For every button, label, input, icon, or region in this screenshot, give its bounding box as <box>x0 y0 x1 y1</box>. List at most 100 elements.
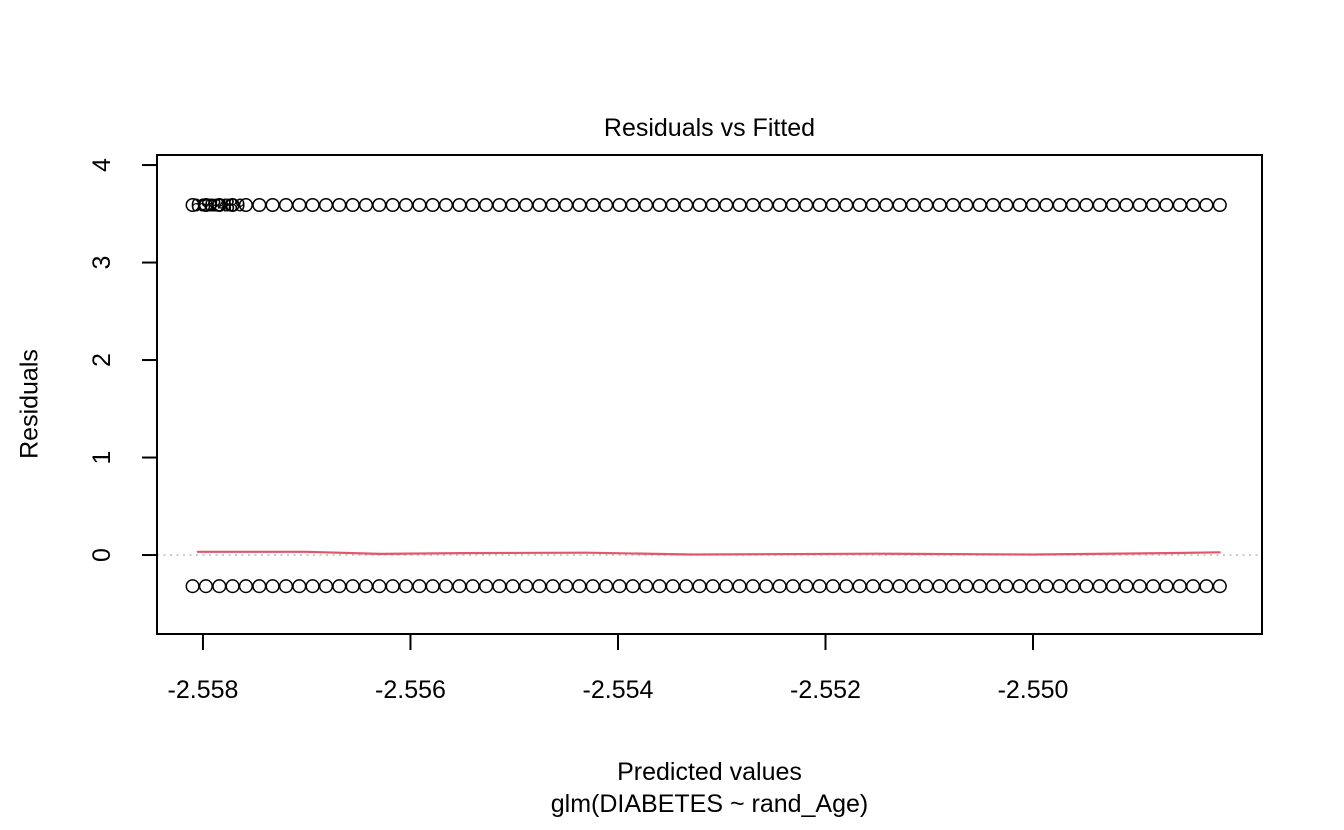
data-point <box>719 579 734 594</box>
data-point <box>1106 197 1121 213</box>
data-point <box>1186 579 1201 594</box>
data-point <box>719 197 734 213</box>
data-point <box>1092 197 1107 213</box>
data-point <box>438 579 454 594</box>
data-point <box>1212 197 1227 213</box>
data-point <box>1199 579 1214 594</box>
data-point <box>799 197 814 213</box>
data-point <box>1052 579 1067 594</box>
data-point <box>572 579 587 594</box>
data-point <box>625 197 640 213</box>
data-point <box>1146 579 1161 594</box>
data-point <box>905 197 921 213</box>
data-point <box>465 579 480 594</box>
model-formula-caption: glm(DIABETES ~ rand_Age) <box>550 790 869 818</box>
data-point <box>732 197 747 213</box>
data-point <box>278 579 294 594</box>
data-point <box>545 197 560 213</box>
data-point <box>985 579 1001 594</box>
data-point <box>692 579 707 594</box>
data-point <box>545 579 560 594</box>
data-point <box>772 579 787 594</box>
data-point <box>425 579 440 594</box>
data-point <box>665 579 680 594</box>
data-point <box>585 579 600 594</box>
data-point <box>265 579 280 594</box>
data-point <box>1012 197 1027 213</box>
data-point <box>372 197 387 213</box>
data-point <box>879 197 894 213</box>
data-point <box>785 197 800 213</box>
data-point <box>318 197 334 213</box>
data-point <box>345 197 360 213</box>
data-point <box>785 579 800 594</box>
data-point <box>1212 579 1227 594</box>
data-point <box>305 579 320 594</box>
data-point <box>1159 579 1174 594</box>
data-point <box>1172 197 1187 213</box>
data-point <box>452 197 467 213</box>
data-point <box>1039 197 1054 213</box>
data-point <box>1079 579 1094 594</box>
data-point <box>1092 579 1107 594</box>
data-point <box>625 579 640 594</box>
data-point <box>972 579 987 594</box>
data-point <box>1119 579 1134 594</box>
y-axis-tick-label: 2 <box>88 353 116 367</box>
data-point <box>292 579 307 594</box>
data-point <box>705 579 720 594</box>
data-point <box>759 197 774 213</box>
data-point <box>1159 197 1174 213</box>
data-point <box>692 197 707 213</box>
data-point <box>278 197 294 213</box>
data-point <box>879 579 894 594</box>
point-id-label: 6989 <box>204 195 245 216</box>
data-point <box>452 579 467 594</box>
data-point <box>865 579 880 594</box>
data-point <box>1199 197 1214 213</box>
data-point <box>1132 579 1147 594</box>
data-point <box>679 579 694 594</box>
data-point <box>825 197 840 213</box>
data-point <box>892 579 907 594</box>
data-point <box>812 197 827 213</box>
data-point <box>1146 197 1161 213</box>
data-point <box>479 579 494 594</box>
data-point <box>932 197 947 213</box>
plot-title: Residuals vs Fitted <box>603 114 816 142</box>
data-point <box>332 579 347 594</box>
x-axis-tick-label: -2.558 <box>168 676 239 704</box>
data-point <box>919 197 934 213</box>
data-point <box>292 197 307 213</box>
data-point <box>745 579 760 594</box>
data-point <box>332 197 347 213</box>
data-point <box>492 579 507 594</box>
y-axis-tick-label: 4 <box>88 158 116 172</box>
data-point <box>799 579 814 594</box>
x-axis-title: Predicted values <box>617 758 802 786</box>
data-point <box>639 197 654 213</box>
data-point <box>1039 579 1054 594</box>
y-axis-tick-label: 1 <box>88 451 116 465</box>
data-point <box>1119 197 1134 213</box>
data-point <box>772 197 787 213</box>
data-point <box>252 197 267 213</box>
data-point <box>839 197 854 213</box>
data-point <box>665 197 680 213</box>
lowess-smoother-line <box>196 550 1221 556</box>
data-point <box>945 579 961 594</box>
data-point <box>398 197 414 213</box>
data-point <box>572 197 587 213</box>
data-point <box>919 579 934 594</box>
data-point <box>705 197 720 213</box>
data-point <box>305 197 320 213</box>
data-point <box>479 197 494 213</box>
data-point <box>559 197 574 213</box>
data-point <box>839 579 854 594</box>
data-point <box>612 197 627 213</box>
data-point <box>519 197 534 213</box>
data-point <box>999 579 1014 594</box>
x-axis-tick-label: -2.554 <box>583 676 654 704</box>
data-point <box>959 197 974 213</box>
